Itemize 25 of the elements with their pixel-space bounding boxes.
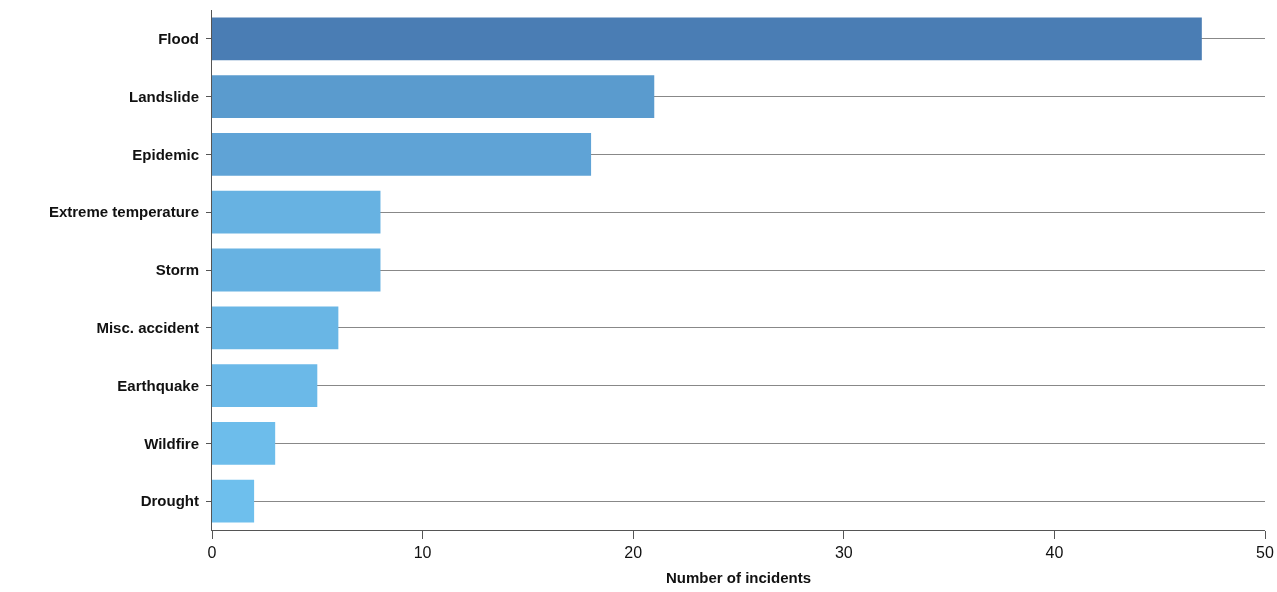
x-tick-label: 30 [834,544,853,562]
x-tick-label: 20 [624,544,643,562]
bar [212,421,276,465]
x-tick-label: 0 [207,544,217,562]
bar [212,306,339,350]
y-tick-label: Earthquake [117,376,199,394]
bar [212,75,655,119]
bar [212,133,592,176]
y-tick-label: Drought [140,492,199,510]
x-tick-label: 40 [1045,544,1064,562]
y-tick-label: Storm [155,261,199,279]
y-tick-label: Landslide [128,87,199,105]
y-tick-label: Extreme temperature [48,203,199,221]
x-tick-label: 10 [413,544,432,562]
bar [212,248,381,292]
y-tick-label: Epidemic [132,145,199,163]
x-axis-title: Number of incidents [665,569,812,587]
x-tick-label: 50 [1256,544,1274,562]
y-tick-label: Wildfire [144,434,199,452]
y-tick-label: Misc. accident [96,319,199,337]
bar [212,479,255,523]
bar [212,17,1202,61]
bar [212,364,318,407]
bar [212,190,381,234]
y-tick-label: Flood [158,30,199,48]
